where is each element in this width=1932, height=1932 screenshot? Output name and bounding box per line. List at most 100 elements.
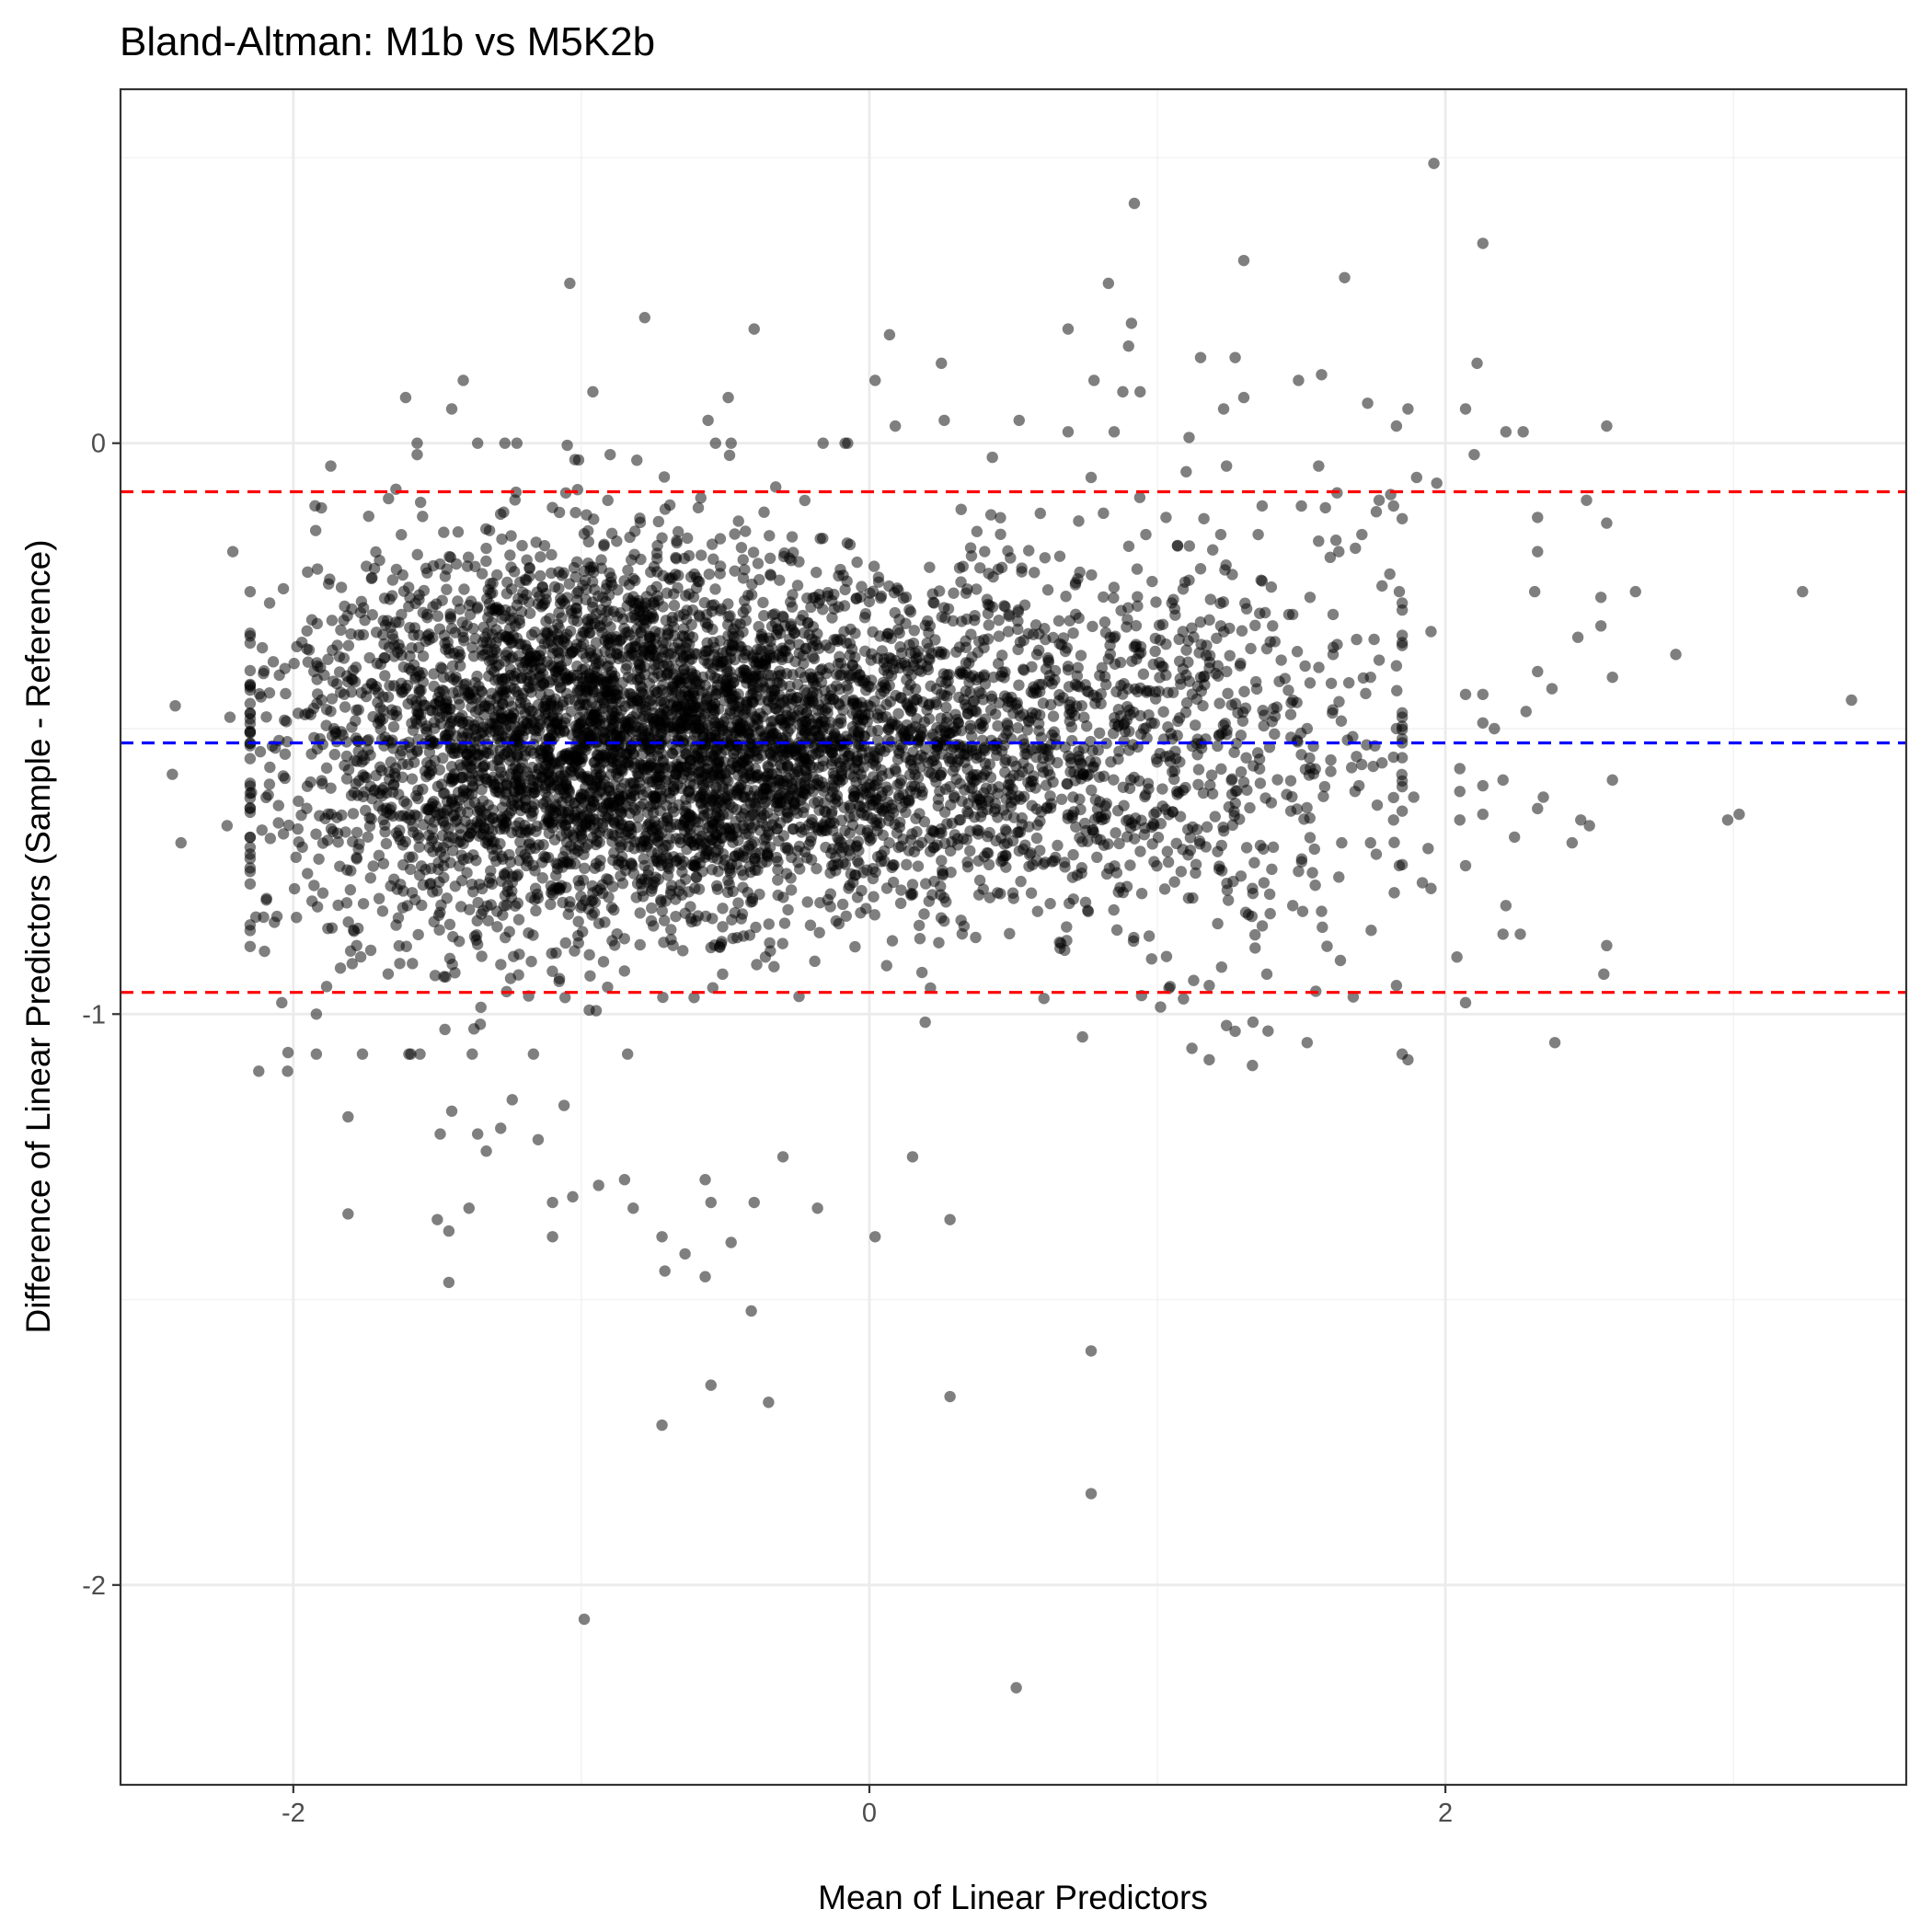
- scatter-point: [413, 641, 425, 654]
- scatter-point: [717, 921, 729, 933]
- scatter-point: [1471, 357, 1483, 370]
- scatter-point: [706, 864, 719, 876]
- scatter-point: [849, 940, 861, 953]
- scatter-point: [671, 535, 683, 547]
- scatter-point: [725, 1236, 737, 1248]
- scatter-point: [975, 687, 987, 700]
- scatter-point: [1299, 660, 1311, 673]
- scatter-point: [1316, 905, 1328, 917]
- scatter-point: [1318, 780, 1331, 793]
- scatter-point: [586, 612, 598, 625]
- scatter-point: [420, 756, 433, 769]
- scatter-point: [784, 680, 796, 693]
- scatter-point: [811, 566, 822, 579]
- scatter-point: [546, 1231, 558, 1243]
- scatter-point: [739, 563, 751, 576]
- scatter-point: [302, 656, 315, 668]
- scatter-point: [1075, 650, 1087, 661]
- scatter-point: [604, 621, 616, 633]
- scatter-point: [1670, 649, 1682, 661]
- scatter-point: [477, 621, 489, 633]
- scatter-point: [1167, 593, 1179, 605]
- scatter-point: [471, 914, 483, 927]
- scatter-point: [592, 1179, 604, 1191]
- scatter-point: [1204, 593, 1217, 605]
- scatter-point: [292, 822, 304, 835]
- scatter-point: [1262, 1025, 1274, 1037]
- scatter-point: [1235, 765, 1248, 778]
- scatter-point: [1086, 784, 1098, 797]
- scatter-point: [535, 601, 547, 613]
- scatter-point: [722, 874, 734, 887]
- scatter-point: [621, 1048, 634, 1060]
- scatter-point: [1110, 630, 1121, 642]
- scatter-point: [1244, 801, 1256, 814]
- scatter-point: [918, 908, 930, 920]
- scatter-point: [659, 503, 672, 515]
- scatter-point: [569, 570, 581, 583]
- scatter-point: [817, 437, 829, 449]
- scatter-point: [340, 736, 352, 748]
- scatter-point: [911, 825, 923, 838]
- scatter-point: [786, 531, 799, 543]
- scatter-point: [588, 513, 600, 525]
- scatter-point: [852, 730, 864, 742]
- scatter-point: [648, 920, 660, 932]
- scatter-point: [320, 981, 333, 993]
- scatter-point: [1325, 765, 1337, 777]
- scatter-point: [699, 1271, 711, 1282]
- scatter-point: [377, 691, 389, 703]
- scatter-point: [668, 599, 681, 612]
- scatter-point: [1093, 727, 1106, 740]
- scatter-point: [1246, 910, 1259, 923]
- scatter-point: [272, 799, 284, 811]
- scatter-point: [221, 820, 234, 832]
- scatter-point: [1500, 426, 1512, 438]
- scatter-point: [565, 706, 578, 718]
- scatter-point: [331, 678, 343, 690]
- scatter-point: [1108, 774, 1120, 786]
- scatter-point: [890, 765, 902, 777]
- scatter-point: [804, 919, 817, 931]
- scatter-point: [1025, 887, 1038, 899]
- scatter-point: [805, 601, 817, 614]
- scatter-point: [925, 680, 937, 692]
- scatter-point: [984, 509, 997, 521]
- scatter-point: [1376, 580, 1388, 592]
- scatter-point: [1160, 512, 1172, 523]
- scatter-point: [1071, 670, 1084, 682]
- scatter-point: [805, 672, 818, 684]
- scatter-point: [1215, 960, 1228, 973]
- scatter-point: [536, 872, 548, 884]
- scatter-point: [600, 671, 612, 684]
- scatter-point: [1339, 271, 1351, 283]
- scatter-point: [1390, 660, 1403, 672]
- scatter-point: [580, 593, 592, 605]
- scatter-point: [1237, 391, 1250, 404]
- scatter-point: [964, 845, 976, 857]
- scatter-point: [919, 1016, 931, 1029]
- scatter-point: [436, 662, 448, 674]
- scatter-point: [620, 747, 632, 760]
- scatter-point: [1087, 744, 1098, 757]
- scatter-point: [1295, 749, 1307, 761]
- scatter-point: [338, 652, 351, 664]
- scatter-point: [431, 598, 443, 610]
- scatter-point: [465, 819, 477, 831]
- scatter-point: [644, 631, 656, 643]
- scatter-point: [868, 891, 880, 903]
- scatter-point: [1135, 814, 1147, 826]
- scatter-point: [1477, 808, 1489, 821]
- scatter-point: [1221, 665, 1233, 678]
- scatter-point: [1032, 644, 1045, 657]
- scatter-point: [656, 1231, 668, 1243]
- scatter-point: [868, 909, 880, 921]
- scatter-point: [445, 761, 458, 773]
- scatter-point: [1000, 753, 1012, 766]
- scatter-point: [962, 657, 975, 669]
- scatter-point: [1098, 616, 1111, 628]
- scatter-point: [1085, 471, 1098, 484]
- scatter-point: [441, 892, 453, 904]
- scatter-point: [335, 624, 347, 637]
- scatter-point: [615, 782, 627, 794]
